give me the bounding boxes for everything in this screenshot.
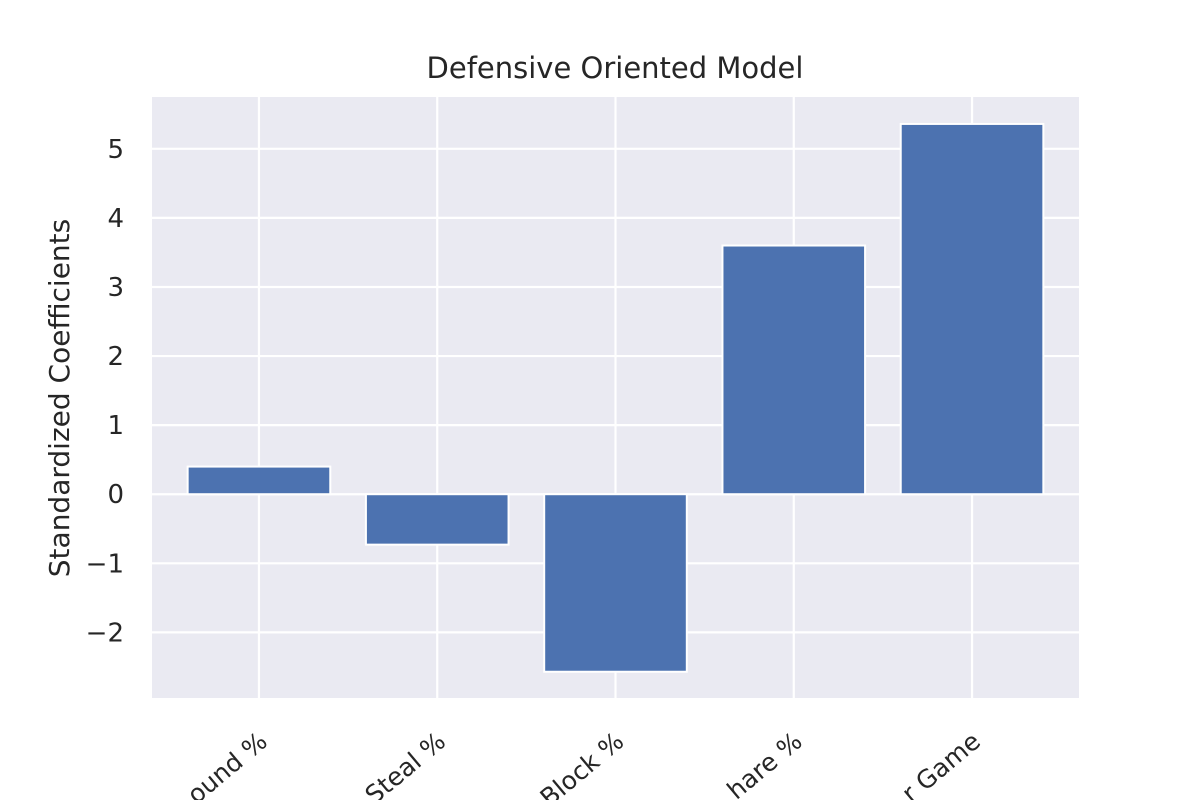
y-tick-label: 1 xyxy=(107,411,124,441)
x-tick-label: Steal % xyxy=(360,726,451,800)
y-tick-label: 5 xyxy=(107,135,124,165)
x-tick-label: Block % xyxy=(535,726,630,800)
y-tick-label: 0 xyxy=(107,480,124,510)
y-tick-label: 4 xyxy=(107,204,124,234)
y-tick-label: −1 xyxy=(86,549,124,579)
bars xyxy=(186,122,1045,673)
y-tick-label: 3 xyxy=(107,273,124,303)
bar xyxy=(721,244,867,496)
y-axis-label: Standardized Coefficients xyxy=(43,219,76,577)
y-tick-labels: −2 −1 0 1 2 3 4 5 xyxy=(86,135,124,649)
bar xyxy=(186,465,332,496)
x-tick-label: hare % xyxy=(722,726,808,800)
chart-title: Defensive Oriented Model xyxy=(427,51,804,85)
y-tick-label: −2 xyxy=(86,618,124,648)
x-tick-label: r Game xyxy=(896,726,986,800)
x-tick-label: ound % xyxy=(182,726,273,800)
y-tick-label: 2 xyxy=(107,342,124,372)
x-tick-labels: ound % Steal % Block % hare % r Game xyxy=(182,726,986,800)
bar xyxy=(364,493,510,546)
bar xyxy=(543,493,688,673)
bar xyxy=(899,122,1045,496)
